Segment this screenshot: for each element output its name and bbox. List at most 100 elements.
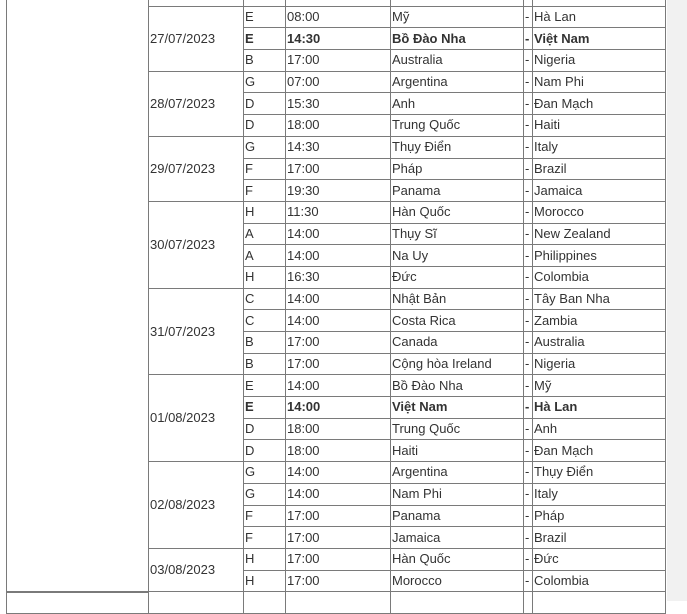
table-row: D 18:00 Haiti - Đan Mạch xyxy=(7,439,666,463)
group-cell: B xyxy=(243,331,286,354)
separator-cell: - xyxy=(523,114,533,137)
team2-cell: Brazil xyxy=(532,526,666,549)
team2-cell: Hà Lan xyxy=(532,5,666,29)
team2-cell: Tây Ban Nha xyxy=(532,287,666,311)
table-row: 02/08/2023 G 14:00 Argentina - Thụy Điển xyxy=(7,461,666,549)
group-cell: G xyxy=(243,70,286,94)
table-row: F 17:00 Panama - Pháp xyxy=(7,504,666,528)
time-cell: 14:30 xyxy=(285,135,391,159)
group-cell: H xyxy=(243,547,286,571)
team2-cell: Colombia xyxy=(532,569,666,593)
group-cell: A xyxy=(243,222,286,246)
team1-cell: Jamaica xyxy=(390,526,524,549)
time-cell: 18:00 xyxy=(285,417,391,441)
separator-cell: - xyxy=(523,482,533,506)
team1-cell: Canada xyxy=(390,331,524,354)
group-cell: C xyxy=(243,287,286,311)
scrollbar-track[interactable] xyxy=(667,0,687,601)
table-row: E 14:30 Bồ Đào Nha - Việt Nam xyxy=(7,27,666,51)
time-cell: 14:00 xyxy=(285,374,391,398)
date-cell: 27/07/2023 xyxy=(148,5,244,72)
separator-cell: - xyxy=(523,439,533,463)
team2-cell: Italy xyxy=(532,135,666,159)
table-row: 31/07/2023 C 14:00 Nhật Bản - Tây Ban Nha xyxy=(7,287,666,376)
separator-cell: - xyxy=(523,547,533,571)
time-cell: 17:00 xyxy=(285,331,391,354)
group-cell: E xyxy=(243,396,286,419)
separator-cell: - xyxy=(523,70,533,94)
separator-cell: - xyxy=(523,49,533,72)
team2-cell: Haiti xyxy=(532,114,666,137)
team2-cell: Nam Phi xyxy=(532,70,666,94)
table-row: B 17:00 Cộng hòa Ireland - Nigeria xyxy=(7,352,666,376)
separator-cell: - xyxy=(523,374,533,398)
team2-cell: Jamaica xyxy=(532,179,666,202)
time-cell: 17:00 xyxy=(285,526,391,549)
date-cell: 29/07/2023 xyxy=(148,135,244,202)
table-row: C 14:00 Costa Rica - Zambia xyxy=(7,309,666,332)
date-cell: 03/08/2023 xyxy=(148,547,244,593)
group-cell: A xyxy=(243,244,286,267)
team1-cell: Anh xyxy=(390,92,524,116)
separator-cell: - xyxy=(523,244,533,267)
separator-cell: - xyxy=(523,331,533,354)
group-cell: F xyxy=(243,157,286,181)
team2-cell: Việt Nam xyxy=(532,27,666,51)
team1-cell: Panama xyxy=(390,179,524,202)
team1-cell: Việt Nam xyxy=(390,396,524,419)
team2-cell: Zambia xyxy=(532,309,666,332)
team1-cell: Haiti xyxy=(390,439,524,463)
date-cell: 28/07/2023 xyxy=(148,70,244,137)
team1-cell: Thụy Sĩ xyxy=(390,222,524,246)
team1-cell: Hàn Quốc xyxy=(390,200,524,224)
group-cell: G xyxy=(243,461,286,484)
separator-cell: - xyxy=(523,27,533,51)
table-row: 01/08/2023 E 14:00 Bồ Đào Nha - Mỹ xyxy=(7,374,666,463)
team2-cell: Anh xyxy=(532,417,666,441)
group-cell: B xyxy=(243,49,286,72)
team1-cell: Hàn Quốc xyxy=(390,547,524,571)
team2-cell: Morocco xyxy=(532,200,666,224)
team2-cell: Italy xyxy=(532,482,666,506)
table-row: G 14:00 Nam Phi - Italy xyxy=(7,482,666,506)
time-cell: 14:00 xyxy=(285,482,391,506)
table-row: A 14:00 Thụy Sĩ - New Zealand xyxy=(7,222,666,246)
team2-cell: Hà Lan xyxy=(532,396,666,419)
time-cell: 15:30 xyxy=(285,92,391,116)
separator-cell: - xyxy=(523,309,533,332)
table-row: E 14:00 Việt Nam - Hà Lan xyxy=(7,396,666,419)
table-row: 28/07/2023 G 07:00 Argentina - Nam Phi xyxy=(7,70,666,137)
separator-cell: - xyxy=(523,526,533,549)
separator-cell: - xyxy=(523,396,533,419)
table-row: 29/07/2023 G 14:30 Thụy Điển - Italy xyxy=(7,135,666,202)
separator-cell: - xyxy=(523,569,533,593)
date-cell: 31/07/2023 xyxy=(148,287,244,376)
time-cell: 17:00 xyxy=(285,352,391,376)
group-cell: H xyxy=(243,200,286,224)
time-cell: 16:30 xyxy=(285,265,391,289)
separator-cell: - xyxy=(523,287,533,311)
team1-cell: Cộng hòa Ireland xyxy=(390,352,524,376)
group-cell: C xyxy=(243,309,286,332)
date-cell: 01/08/2023 xyxy=(148,374,244,463)
team1-cell: Trung Quốc xyxy=(390,417,524,441)
date-cell: 02/08/2023 xyxy=(148,461,244,549)
time-cell: 14:00 xyxy=(285,461,391,484)
table-row: F 17:00 Pháp - Brazil xyxy=(7,157,666,181)
team1-cell: Nam Phi xyxy=(390,482,524,506)
team1-cell: Thụy Điển xyxy=(390,135,524,159)
table-row: 03/08/2023 H 17:00 Hàn Quốc - Đức xyxy=(7,547,666,593)
separator-cell: - xyxy=(523,352,533,376)
team1-cell: Trung Quốc xyxy=(390,114,524,137)
time-cell: 14:00 xyxy=(285,244,391,267)
group-cell: G xyxy=(243,135,286,159)
separator-cell: - xyxy=(523,200,533,224)
team2-cell: Pháp xyxy=(532,504,666,528)
time-cell: 14:30 xyxy=(285,27,391,51)
time-cell: 14:00 xyxy=(285,309,391,332)
time-cell: 07:00 xyxy=(285,70,391,94)
group-cell: F xyxy=(243,504,286,528)
group-cell: E xyxy=(243,5,286,29)
time-cell: 17:00 xyxy=(285,504,391,528)
time-cell: 18:00 xyxy=(285,439,391,463)
